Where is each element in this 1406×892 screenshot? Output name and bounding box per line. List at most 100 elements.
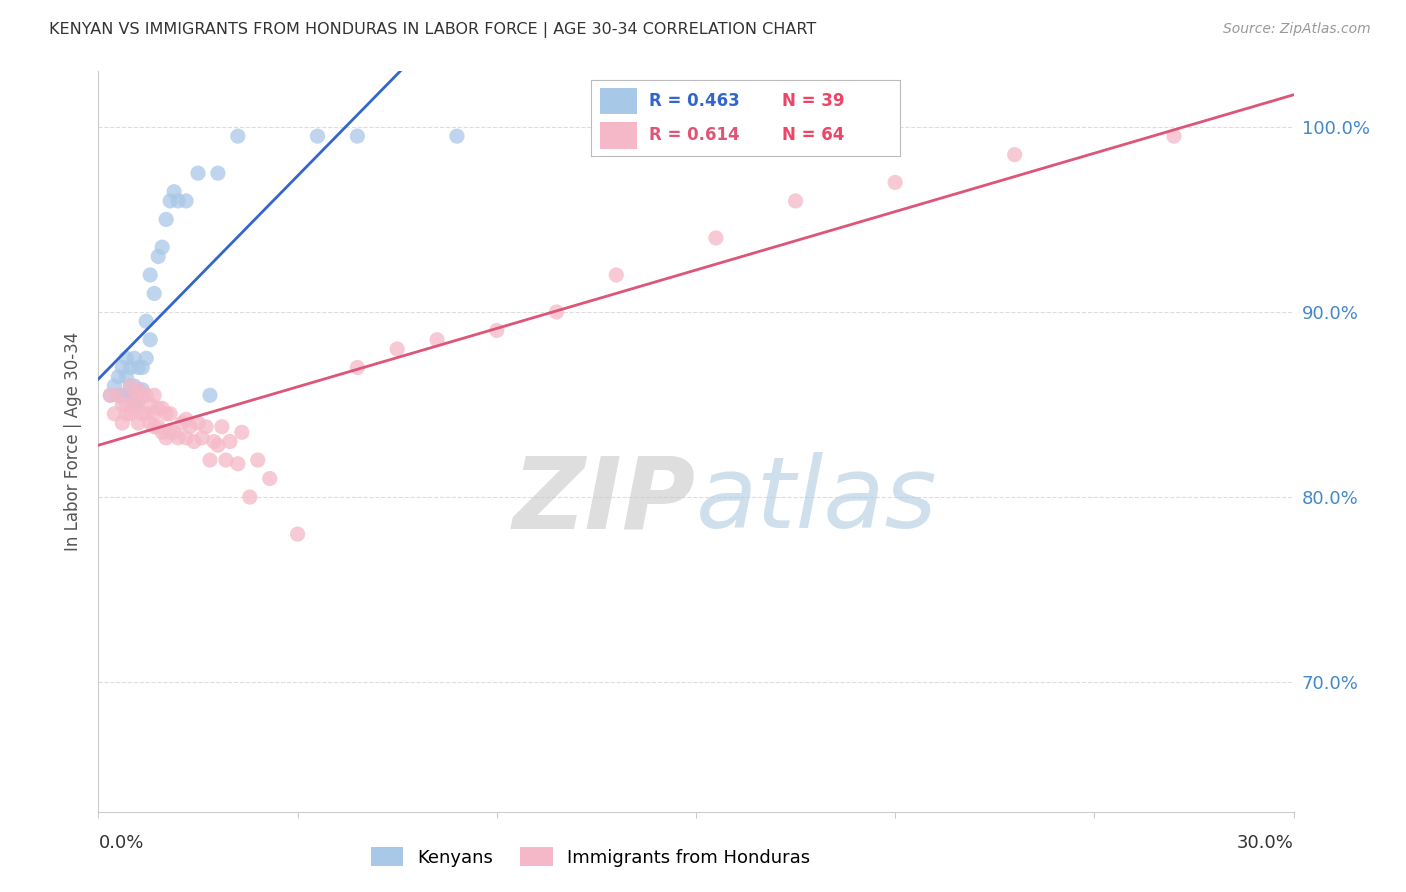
Legend: Kenyans, Immigrants from Honduras: Kenyans, Immigrants from Honduras <box>363 840 818 874</box>
Point <box>155 212 177 227</box>
Point <box>785 194 807 208</box>
Point <box>115 388 138 402</box>
Point <box>135 314 157 328</box>
Point <box>139 397 162 411</box>
Point <box>183 434 205 449</box>
Point <box>485 323 508 337</box>
Point <box>135 388 157 402</box>
Point <box>163 425 186 440</box>
Point <box>159 407 181 421</box>
Point <box>127 393 149 408</box>
Point <box>115 397 138 411</box>
Point <box>107 369 129 384</box>
Point <box>120 379 142 393</box>
Point <box>143 286 166 301</box>
Point <box>207 438 229 452</box>
Point <box>131 360 153 375</box>
Point <box>159 194 181 208</box>
Point <box>195 419 218 434</box>
Point <box>127 416 149 430</box>
Text: R = 0.463: R = 0.463 <box>650 92 740 110</box>
Point <box>172 416 194 430</box>
Point <box>155 431 177 445</box>
Point <box>155 407 177 421</box>
Point <box>139 333 162 347</box>
FancyBboxPatch shape <box>600 122 637 148</box>
Point <box>231 425 253 440</box>
Point <box>307 129 329 144</box>
Point <box>187 416 209 430</box>
Text: ZIP: ZIP <box>513 452 696 549</box>
Text: 0.0%: 0.0% <box>98 834 143 852</box>
Point <box>150 240 173 254</box>
Point <box>167 194 190 208</box>
Point <box>120 360 142 375</box>
Point <box>115 407 138 421</box>
Point <box>546 305 568 319</box>
Point <box>191 431 214 445</box>
Text: N = 64: N = 64 <box>782 126 845 144</box>
FancyBboxPatch shape <box>600 87 637 114</box>
Point <box>107 388 129 402</box>
Point <box>174 431 197 445</box>
Point <box>111 388 134 402</box>
Point <box>124 388 146 402</box>
Point <box>1163 129 1185 144</box>
Point <box>198 453 221 467</box>
Point <box>150 425 173 440</box>
Point <box>103 379 125 393</box>
Point <box>103 407 125 421</box>
Point <box>163 185 186 199</box>
Point <box>174 194 197 208</box>
Point <box>111 397 134 411</box>
Point <box>111 416 134 430</box>
Point <box>207 166 229 180</box>
Point <box>215 453 238 467</box>
Point <box>127 383 149 397</box>
Point <box>98 388 122 402</box>
Point <box>111 360 134 375</box>
Point <box>426 333 449 347</box>
Point <box>120 379 142 393</box>
Point <box>259 471 281 485</box>
Point <box>143 407 166 421</box>
Point <box>150 401 173 416</box>
Point <box>346 360 368 375</box>
Text: Source: ZipAtlas.com: Source: ZipAtlas.com <box>1223 22 1371 37</box>
Point <box>124 401 146 416</box>
Point <box>143 388 166 402</box>
Point <box>174 412 197 426</box>
Point <box>148 419 170 434</box>
Point <box>219 434 242 449</box>
Y-axis label: In Labor Force | Age 30-34: In Labor Force | Age 30-34 <box>65 332 83 551</box>
Point <box>226 129 249 144</box>
Point <box>127 360 149 375</box>
Point <box>139 416 162 430</box>
Text: R = 0.614: R = 0.614 <box>650 126 740 144</box>
Point <box>287 527 309 541</box>
Point <box>385 342 409 356</box>
Text: KENYAN VS IMMIGRANTS FROM HONDURAS IN LABOR FORCE | AGE 30-34 CORRELATION CHART: KENYAN VS IMMIGRANTS FROM HONDURAS IN LA… <box>49 22 817 38</box>
Point <box>135 351 157 366</box>
Point <box>167 431 190 445</box>
Point <box>124 351 146 366</box>
Text: N = 39: N = 39 <box>782 92 845 110</box>
Point <box>120 388 142 402</box>
Point <box>202 434 225 449</box>
Point <box>605 268 627 282</box>
Point <box>124 397 146 411</box>
Text: 30.0%: 30.0% <box>1237 834 1294 852</box>
Point <box>131 388 153 402</box>
Point <box>135 407 157 421</box>
Point <box>884 175 907 190</box>
Point <box>120 407 142 421</box>
Point <box>115 351 138 366</box>
Point <box>198 388 221 402</box>
Point <box>107 388 129 402</box>
Point <box>148 249 170 263</box>
Point <box>127 383 149 397</box>
Point <box>187 166 209 180</box>
Point <box>115 369 138 384</box>
Point <box>179 419 201 434</box>
Point <box>131 407 153 421</box>
